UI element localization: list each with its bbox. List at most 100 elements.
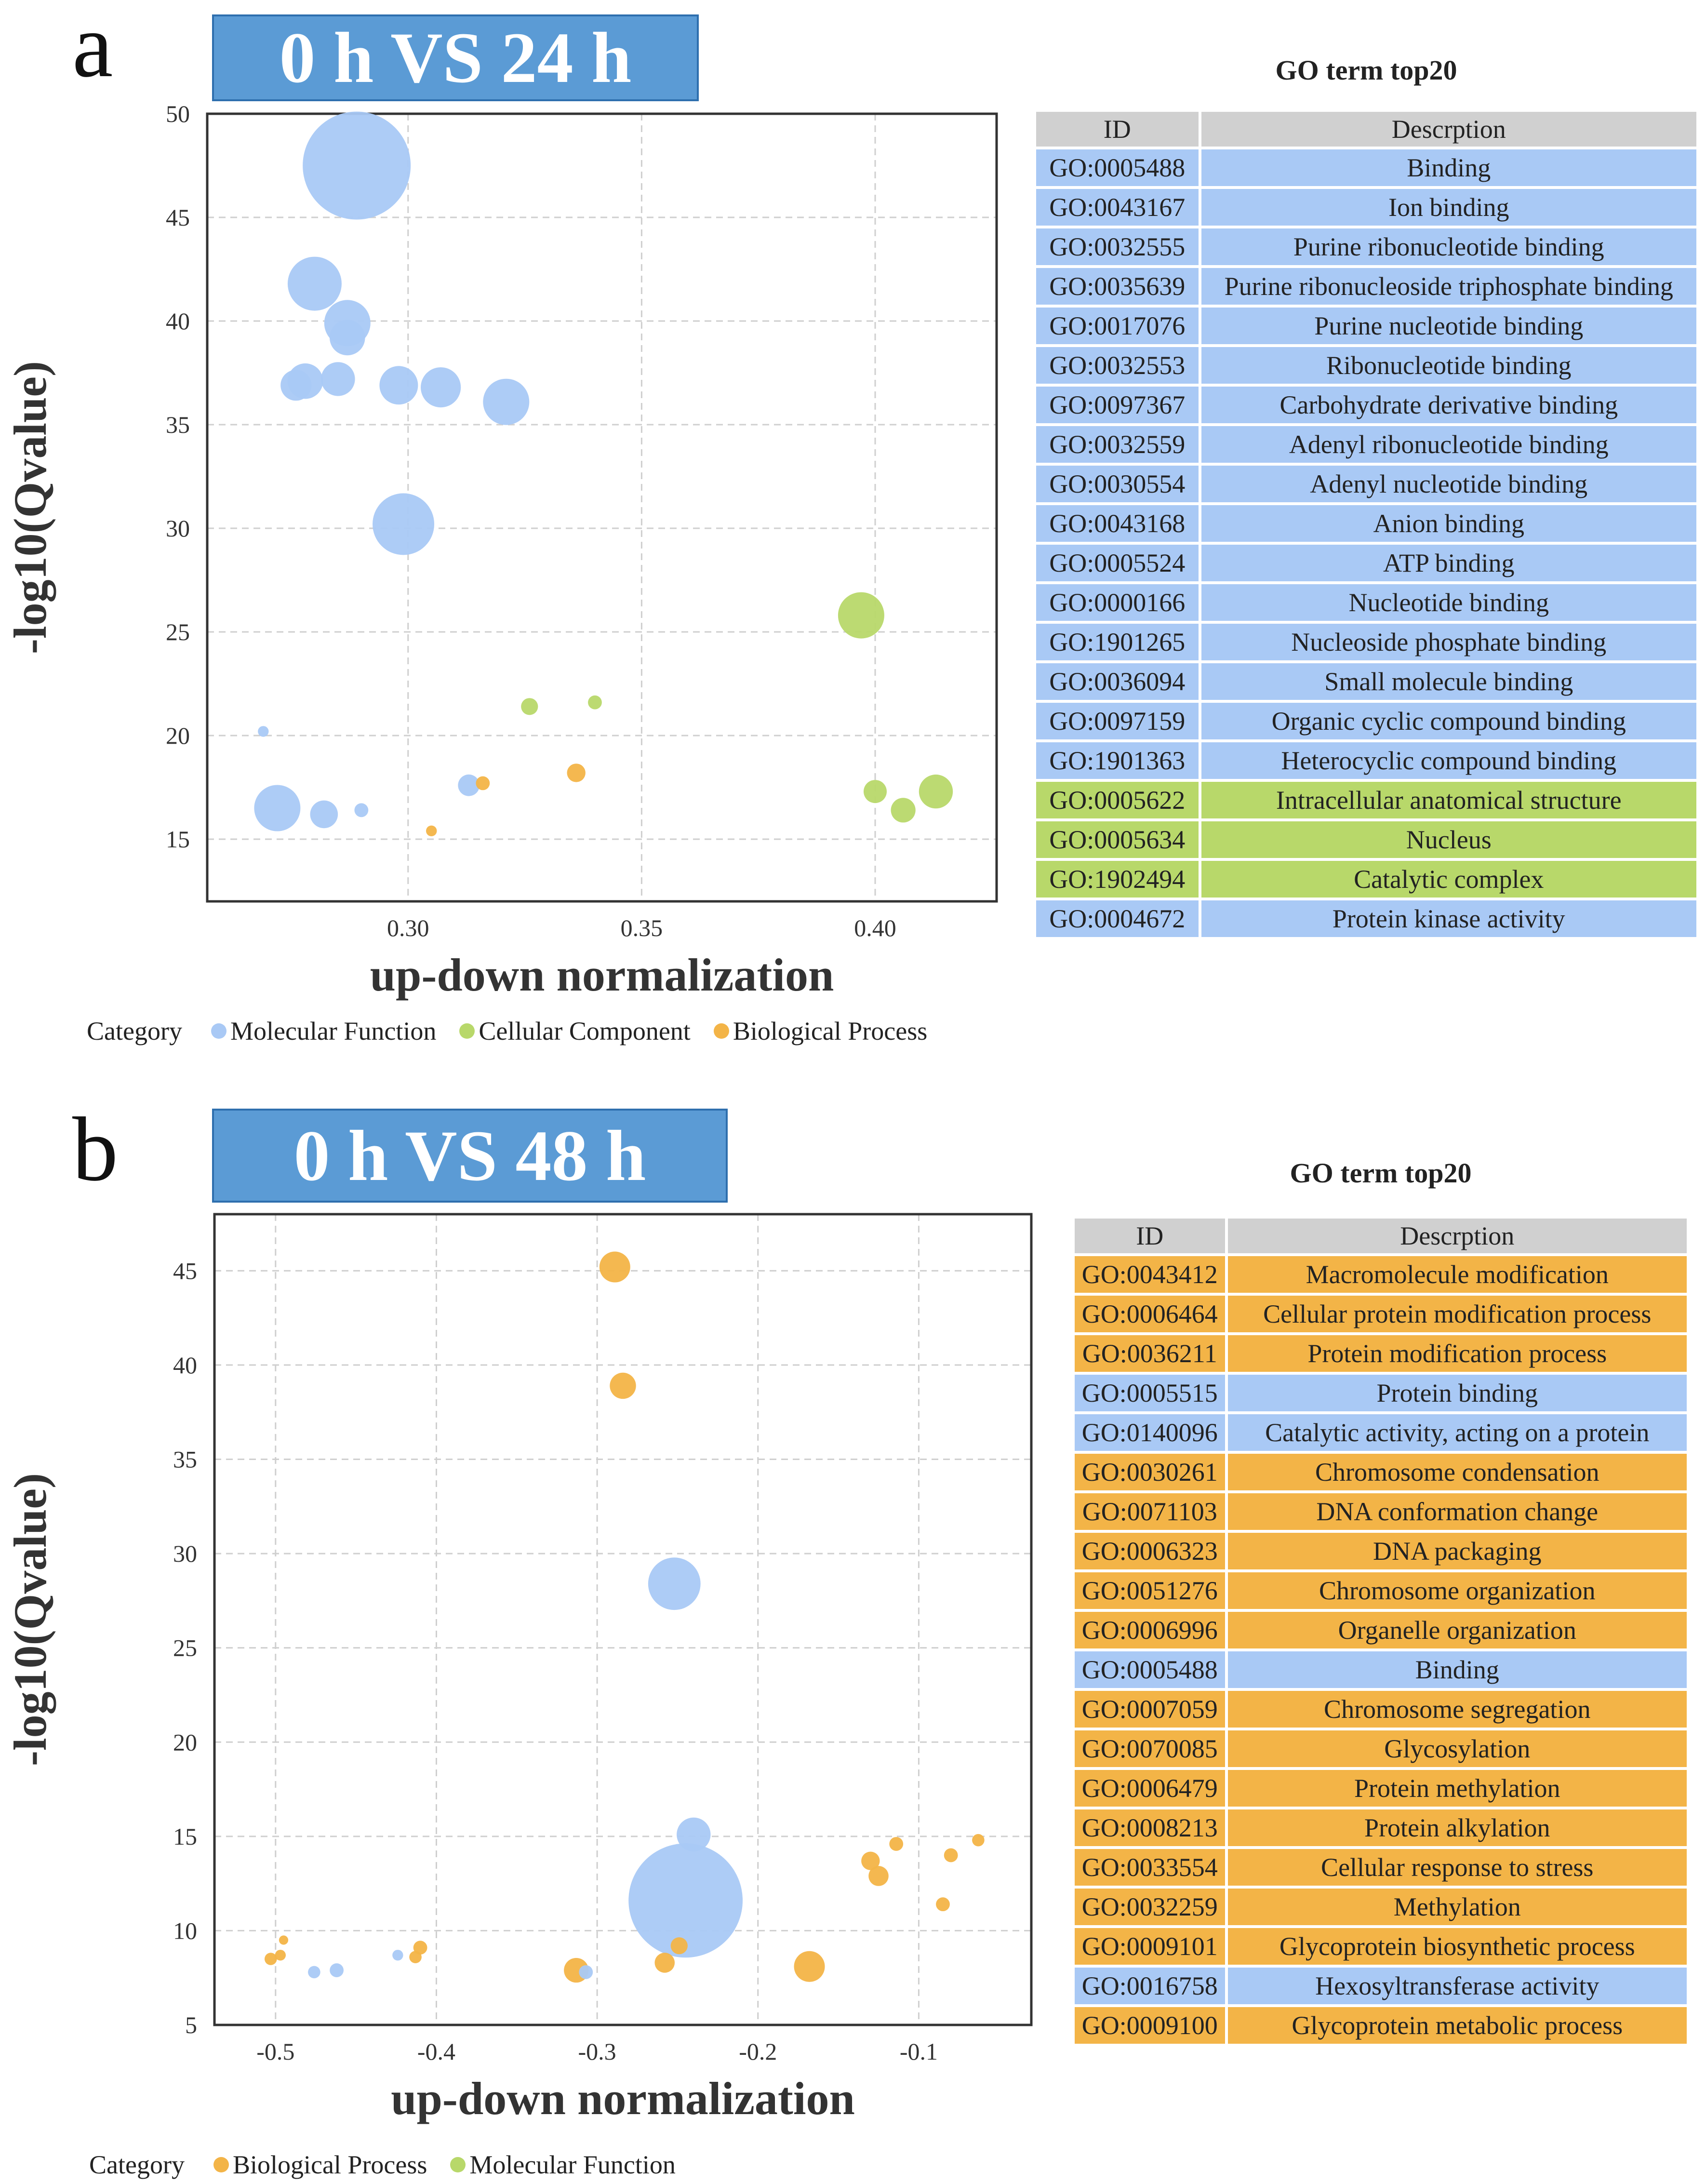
table-row: GO:0032555 Purine ribonucleotide binding bbox=[1036, 228, 1696, 265]
id-column-header: ID bbox=[1075, 1219, 1228, 1253]
go-id-cell: GO:1901363 bbox=[1036, 742, 1201, 779]
x-tick-label: 0.30 bbox=[387, 914, 429, 941]
data-point bbox=[264, 1953, 277, 1965]
legend-title: Category bbox=[89, 2150, 185, 2179]
go-id-cell: GO:0043168 bbox=[1036, 505, 1201, 542]
table-row: GO:0006323 DNA packaging bbox=[1075, 1533, 1687, 1569]
go-description-cell: Purine ribonucleotide binding bbox=[1201, 228, 1696, 265]
table-row: GO:0009100 Glycoprotein metabolic process bbox=[1075, 2007, 1687, 2044]
data-point bbox=[677, 1817, 711, 1852]
data-point bbox=[610, 1372, 636, 1399]
go-description-cell: Adenyl nucleotide binding bbox=[1201, 466, 1696, 502]
go-description-cell: Cellular protein modification process bbox=[1227, 1296, 1687, 1332]
go-id-cell: GO:0005488 bbox=[1036, 149, 1201, 186]
table-row: GO:0033554 Cellular response to stress bbox=[1075, 1849, 1687, 1886]
legend-title: Category bbox=[87, 1017, 182, 1045]
data-point bbox=[379, 366, 418, 405]
data-point bbox=[287, 256, 342, 311]
go-id-cell: GO:1901265 bbox=[1036, 624, 1201, 660]
go-description-cell: Cellular response to stress bbox=[1227, 1849, 1687, 1886]
go-description-cell: Chromosome organization bbox=[1227, 1572, 1687, 1609]
go-description-cell: Organelle organization bbox=[1227, 1612, 1687, 1648]
data-point bbox=[944, 1848, 958, 1862]
data-point bbox=[654, 1953, 675, 1973]
x-tick-label: -0.3 bbox=[578, 2038, 616, 2065]
data-point bbox=[483, 378, 530, 425]
table-row: GO:0035639 Purine ribonucleoside triphosp… bbox=[1036, 268, 1696, 305]
table-row: GO:0006996 Organelle organization bbox=[1075, 1612, 1687, 1648]
data-point bbox=[670, 1937, 688, 1955]
go-id-cell: GO:0007059 bbox=[1075, 1691, 1228, 1728]
table-header-row: ID Descrption bbox=[1075, 1219, 1687, 1253]
go-id-cell: GO:0140096 bbox=[1075, 1414, 1228, 1451]
data-point bbox=[330, 1963, 344, 1977]
go-description-cell: Protein methylation bbox=[1227, 1770, 1687, 1807]
go-description-cell: Chromosome segregation bbox=[1227, 1691, 1687, 1728]
y-tick-label: 40 bbox=[166, 308, 190, 335]
x-tick-label: 0.40 bbox=[854, 914, 896, 941]
data-point bbox=[864, 780, 887, 804]
go-id-cell: GO:0035639 bbox=[1036, 268, 1201, 305]
data-point bbox=[889, 1837, 904, 1851]
table-row: GO:0043167 Ion binding bbox=[1036, 189, 1696, 226]
table-row: GO:0017076 Purine nucleotide binding bbox=[1036, 308, 1696, 344]
go-description-cell: Macromolecule modification bbox=[1227, 1256, 1687, 1293]
comparison-banner: 0 h VS 24 h bbox=[212, 14, 699, 101]
go-id-cell: GO:0051276 bbox=[1075, 1572, 1228, 1609]
data-point bbox=[458, 774, 480, 796]
go-description-cell: Heterocyclic compound binding bbox=[1201, 742, 1696, 779]
table-row: GO:1901265 Nucleoside phosphate binding bbox=[1036, 624, 1696, 660]
legend-dot-icon bbox=[213, 2157, 229, 2172]
table-row: GO:0036211 Protein modification process bbox=[1075, 1335, 1687, 1372]
x-tick-label: 0.35 bbox=[621, 914, 663, 941]
bubble-chart: 0.30 0.35 0.40 15 20 25 30 35 40 45 50 up-down norm… bbox=[4, 100, 998, 1001]
go-id-cell: GO:0005524 bbox=[1036, 545, 1201, 581]
go-id-cell: GO:0032555 bbox=[1036, 228, 1201, 265]
go-id-cell: GO:0032559 bbox=[1036, 426, 1201, 463]
legend: Category Biological Process Molecular Func… bbox=[89, 2150, 699, 2180]
go-description-cell: Binding bbox=[1201, 149, 1696, 186]
go-description-cell: Glycosylation bbox=[1227, 1730, 1687, 1767]
go-description-cell: Hexosyltransferase activity bbox=[1227, 1968, 1687, 2004]
legend-dot-icon bbox=[459, 1023, 475, 1039]
y-tick-label: 30 bbox=[166, 515, 190, 542]
table-row: GO:0043412 Macromolecule modification bbox=[1075, 1256, 1687, 1293]
data-point bbox=[476, 776, 490, 791]
panel-label: b bbox=[72, 1099, 118, 1200]
go-id-cell: GO:0009100 bbox=[1075, 2007, 1228, 2044]
table-row: GO:0097159 Organic cyclic compound bindin… bbox=[1036, 703, 1696, 739]
y-tick-label: 5 bbox=[185, 2011, 197, 2038]
table-row: GO:0071103 DNA conformation change bbox=[1075, 1493, 1687, 1530]
table-row: GO:0005488 Binding bbox=[1036, 149, 1696, 186]
y-tick-label: 50 bbox=[166, 100, 190, 127]
go-description-cell: Nucleus bbox=[1201, 821, 1696, 858]
table-row: GO:0036094 Small molecule binding bbox=[1036, 663, 1696, 700]
go-description-cell: Carbohydrate derivative binding bbox=[1201, 387, 1696, 423]
y-tick-label: 15 bbox=[173, 1823, 197, 1850]
go-id-cell: GO:0005622 bbox=[1036, 782, 1201, 818]
legend-item: Molecular Function bbox=[450, 2150, 676, 2180]
table-row: GO:0005515 Protein binding bbox=[1075, 1375, 1687, 1411]
go-id-cell: GO:0070085 bbox=[1075, 1730, 1228, 1767]
go-id-cell: GO:0000166 bbox=[1036, 584, 1201, 621]
go-term-table: ID Descrption GO:0043412 Macromolecule mod… bbox=[1075, 1216, 1687, 2047]
go-id-cell: GO:1902494 bbox=[1036, 861, 1201, 898]
go-description-cell: Nucleoside phosphate binding bbox=[1201, 624, 1696, 660]
legend-label: Molecular Function bbox=[469, 2150, 676, 2179]
go-id-cell: GO:0032259 bbox=[1075, 1889, 1228, 1925]
data-point bbox=[303, 111, 411, 220]
data-point bbox=[426, 825, 437, 837]
table-row: GO:0032553 Ribonucleotide binding bbox=[1036, 347, 1696, 384]
description-column-header: Descrption bbox=[1201, 112, 1696, 147]
data-point bbox=[521, 698, 538, 715]
panel-label: a bbox=[72, 0, 113, 96]
comparison-banner: 0 h VS 48 h bbox=[212, 1109, 728, 1203]
go-id-cell: GO:0043412 bbox=[1075, 1256, 1228, 1293]
go-description-cell: Purine ribonucleoside triphosphate bindi… bbox=[1201, 268, 1696, 305]
table-row: GO:0070085 Glycosylation bbox=[1075, 1730, 1687, 1767]
table-row: GO:0005488 Binding bbox=[1075, 1651, 1687, 1688]
legend-label: Biological Process bbox=[232, 2150, 427, 2179]
data-point bbox=[421, 367, 461, 408]
table-row: GO:0006464 Cellular protein modification … bbox=[1075, 1296, 1687, 1332]
y-tick-label: 35 bbox=[173, 1446, 197, 1473]
